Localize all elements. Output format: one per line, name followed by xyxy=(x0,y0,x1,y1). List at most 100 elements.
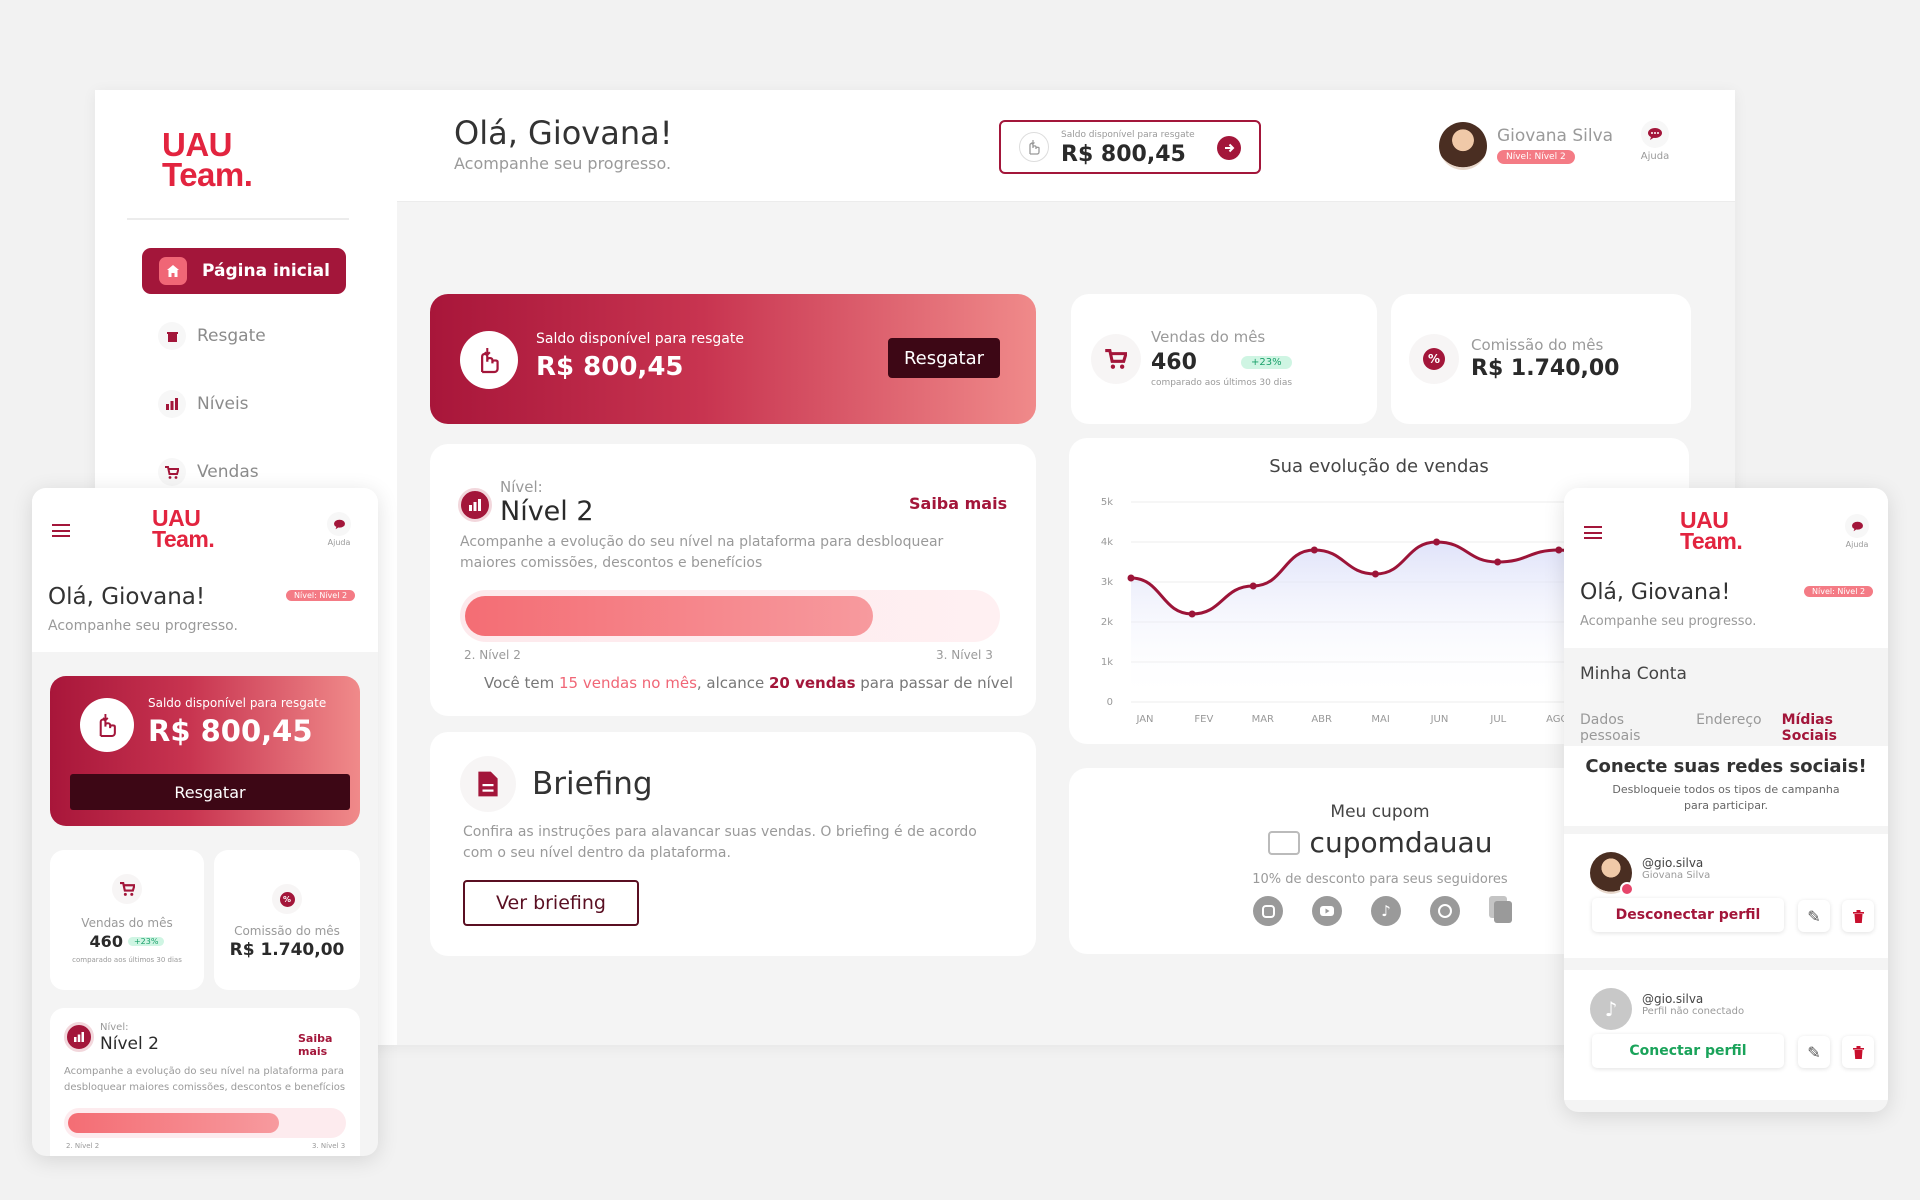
help-chat-icon xyxy=(1845,514,1869,538)
brand-logo[interactable]: UAU Team. xyxy=(1680,507,1743,552)
arrow-right-icon[interactable] xyxy=(1217,136,1241,160)
page-title: Olá, Giovana! xyxy=(1580,580,1731,605)
tab-midias-sociais[interactable]: Mídias Sociais xyxy=(1781,712,1880,750)
user-level-badge: Nível: Nível 2 xyxy=(1804,586,1874,597)
connect-title: Conecte suas redes sociais! xyxy=(1585,756,1867,777)
tab-endereco[interactable]: Endereço xyxy=(1696,712,1762,728)
ticket-icon xyxy=(1267,830,1300,855)
chart-x-tick-label: JUL xyxy=(1489,714,1506,725)
cart-icon xyxy=(158,458,186,486)
coupon-label: Meu cupom xyxy=(1330,802,1430,822)
mobile-header: UAU Team. Ajuda Olá, Giovana! Acompanhe … xyxy=(32,488,378,652)
coupon-code[interactable]: cupomdauau xyxy=(1309,826,1493,859)
level-description: Acompanhe a evolução do seu nível na pla… xyxy=(460,534,944,571)
level-from-label: 2. Nível 2 xyxy=(464,648,521,662)
sidebar-item-niveis[interactable]: Níveis xyxy=(158,388,249,420)
chart-point xyxy=(1310,546,1318,554)
commission-label: Comissão do mês xyxy=(1471,336,1604,354)
header-balance-label: Saldo disponível para resgate xyxy=(1061,130,1195,140)
tiktok-icon[interactable]: ♪ xyxy=(1371,896,1401,926)
mobile-dashboard-panel: UAU Team. Ajuda Olá, Giovana! Acompanhe … xyxy=(32,488,378,1156)
account-tabs: Dados pessoais Endereço Mídias Sociais xyxy=(1580,712,1880,750)
brand-line-1: UAU xyxy=(152,505,201,531)
level-icon xyxy=(64,1022,94,1052)
help-button[interactable]: Ajuda xyxy=(1840,514,1874,549)
level-from-label: 2. Nível 2 xyxy=(66,1142,100,1150)
percent-icon: % xyxy=(1409,334,1459,384)
level-msg-highlight: 15 vendas no mês xyxy=(559,674,697,692)
briefing-card: Briefing Confira as instruções para alav… xyxy=(430,732,1036,956)
help-chat-icon xyxy=(1641,120,1669,148)
redeem-hand-icon xyxy=(460,331,518,389)
commission-value: R$ 1.740,00 xyxy=(1471,356,1620,381)
copy-icon[interactable] xyxy=(1489,896,1513,924)
commission-label: Comissão do mês xyxy=(234,924,340,938)
level-description: Acompanhe a evolução do seu nível na pla… xyxy=(64,1066,346,1093)
level-learn-more-link[interactable]: Saiba mais xyxy=(298,1032,333,1058)
tab-dados-pessoais[interactable]: Dados pessoais xyxy=(1580,712,1641,744)
help-button[interactable]: Ajuda xyxy=(1635,120,1675,162)
chart-point xyxy=(1555,546,1563,554)
balance-label: Saldo disponível para resgate xyxy=(148,696,327,710)
view-briefing-button[interactable]: Ver briefing xyxy=(463,880,639,926)
delete-trash-icon[interactable] xyxy=(1842,1036,1874,1068)
help-label: Ajuda xyxy=(1640,151,1670,162)
brand-line-1: UAU xyxy=(1680,507,1729,533)
connect-profile-button[interactable]: Conectar perfil xyxy=(1592,1034,1784,1068)
header-balance-box[interactable]: Saldo disponível para resgate R$ 800,45 xyxy=(999,120,1261,174)
hamburger-menu-icon[interactable] xyxy=(52,524,70,537)
youtube-icon[interactable] xyxy=(1312,896,1342,926)
avatar[interactable] xyxy=(1439,122,1487,170)
redeem-button[interactable]: Resgatar xyxy=(888,338,1000,378)
chart-point xyxy=(1494,558,1502,566)
delete-trash-icon[interactable] xyxy=(1842,900,1874,932)
level-card: Nível: Nível 2 Saiba mais Acompanhe a ev… xyxy=(430,444,1036,716)
coupon-social-row: ♪ xyxy=(1253,896,1513,926)
level-progress-track xyxy=(64,1108,346,1138)
chart-point xyxy=(1188,610,1196,618)
redeem-button[interactable]: Resgatar xyxy=(70,774,350,810)
level-to-label: 3. Nível 3 xyxy=(312,1142,346,1150)
help-label: Ajuda xyxy=(1845,540,1869,549)
tiktok-icon: ♪ xyxy=(1590,988,1632,1030)
cart-icon xyxy=(112,874,142,904)
percent-icon: % xyxy=(272,884,302,914)
brand-logo[interactable]: UAU Team. xyxy=(162,126,253,192)
home-icon xyxy=(159,257,187,285)
sidebar-item-label: Página inicial xyxy=(202,261,330,281)
sidebar-item-label: Resgate xyxy=(197,326,266,346)
sidebar-item-resgate[interactable]: Resgate xyxy=(158,320,266,352)
level-progress-fill xyxy=(465,596,873,636)
chart-y-tick-label: 3k xyxy=(1101,577,1113,588)
page-title: Olá, Giovana! xyxy=(454,114,673,152)
edit-pencil-icon[interactable]: ✎ xyxy=(1798,1036,1830,1068)
brand-logo[interactable]: UAU Team. xyxy=(152,505,215,550)
user-level-badge: Nível: Nível 2 xyxy=(286,590,356,601)
brand-line-1: UAU xyxy=(162,126,233,163)
level-learn-more-link[interactable]: Saiba mais xyxy=(909,494,1008,513)
chart-point xyxy=(1127,574,1135,582)
help-button[interactable]: Ajuda xyxy=(322,512,356,547)
level-msg-part: , alcance xyxy=(696,674,769,692)
sidebar-divider xyxy=(127,218,349,220)
chart-point xyxy=(1371,570,1379,578)
chart-x-tick-label: MAR xyxy=(1252,714,1274,725)
sales-label: Vendas do mês xyxy=(81,916,173,930)
profile-handle: @gio.silva xyxy=(1642,992,1704,1006)
sidebar-item-vendas[interactable]: Vendas xyxy=(158,456,259,488)
level-msg-part: Você tem xyxy=(484,674,560,692)
hamburger-menu-icon[interactable] xyxy=(1584,526,1602,539)
disconnect-profile-button[interactable]: Desconectar perfil xyxy=(1592,898,1784,932)
mobile-sales-card: Vendas do mês 460 +23% comparado aos últ… xyxy=(50,850,204,990)
redeem-icon xyxy=(158,322,186,350)
sales-value: 460 xyxy=(1151,350,1197,375)
level-pre: Nível: xyxy=(100,1022,129,1033)
edit-pencil-icon[interactable]: ✎ xyxy=(1798,900,1830,932)
chart-y-tick-label: 4k xyxy=(1101,537,1113,548)
chart-title: Sua evolução de vendas xyxy=(1269,456,1489,477)
document-icon xyxy=(460,756,516,812)
sidebar-item-home[interactable]: Página inicial xyxy=(142,248,346,294)
whatsapp-icon[interactable] xyxy=(1430,896,1460,926)
instagram-icon[interactable] xyxy=(1253,896,1283,926)
redeem-hand-icon xyxy=(80,698,134,752)
